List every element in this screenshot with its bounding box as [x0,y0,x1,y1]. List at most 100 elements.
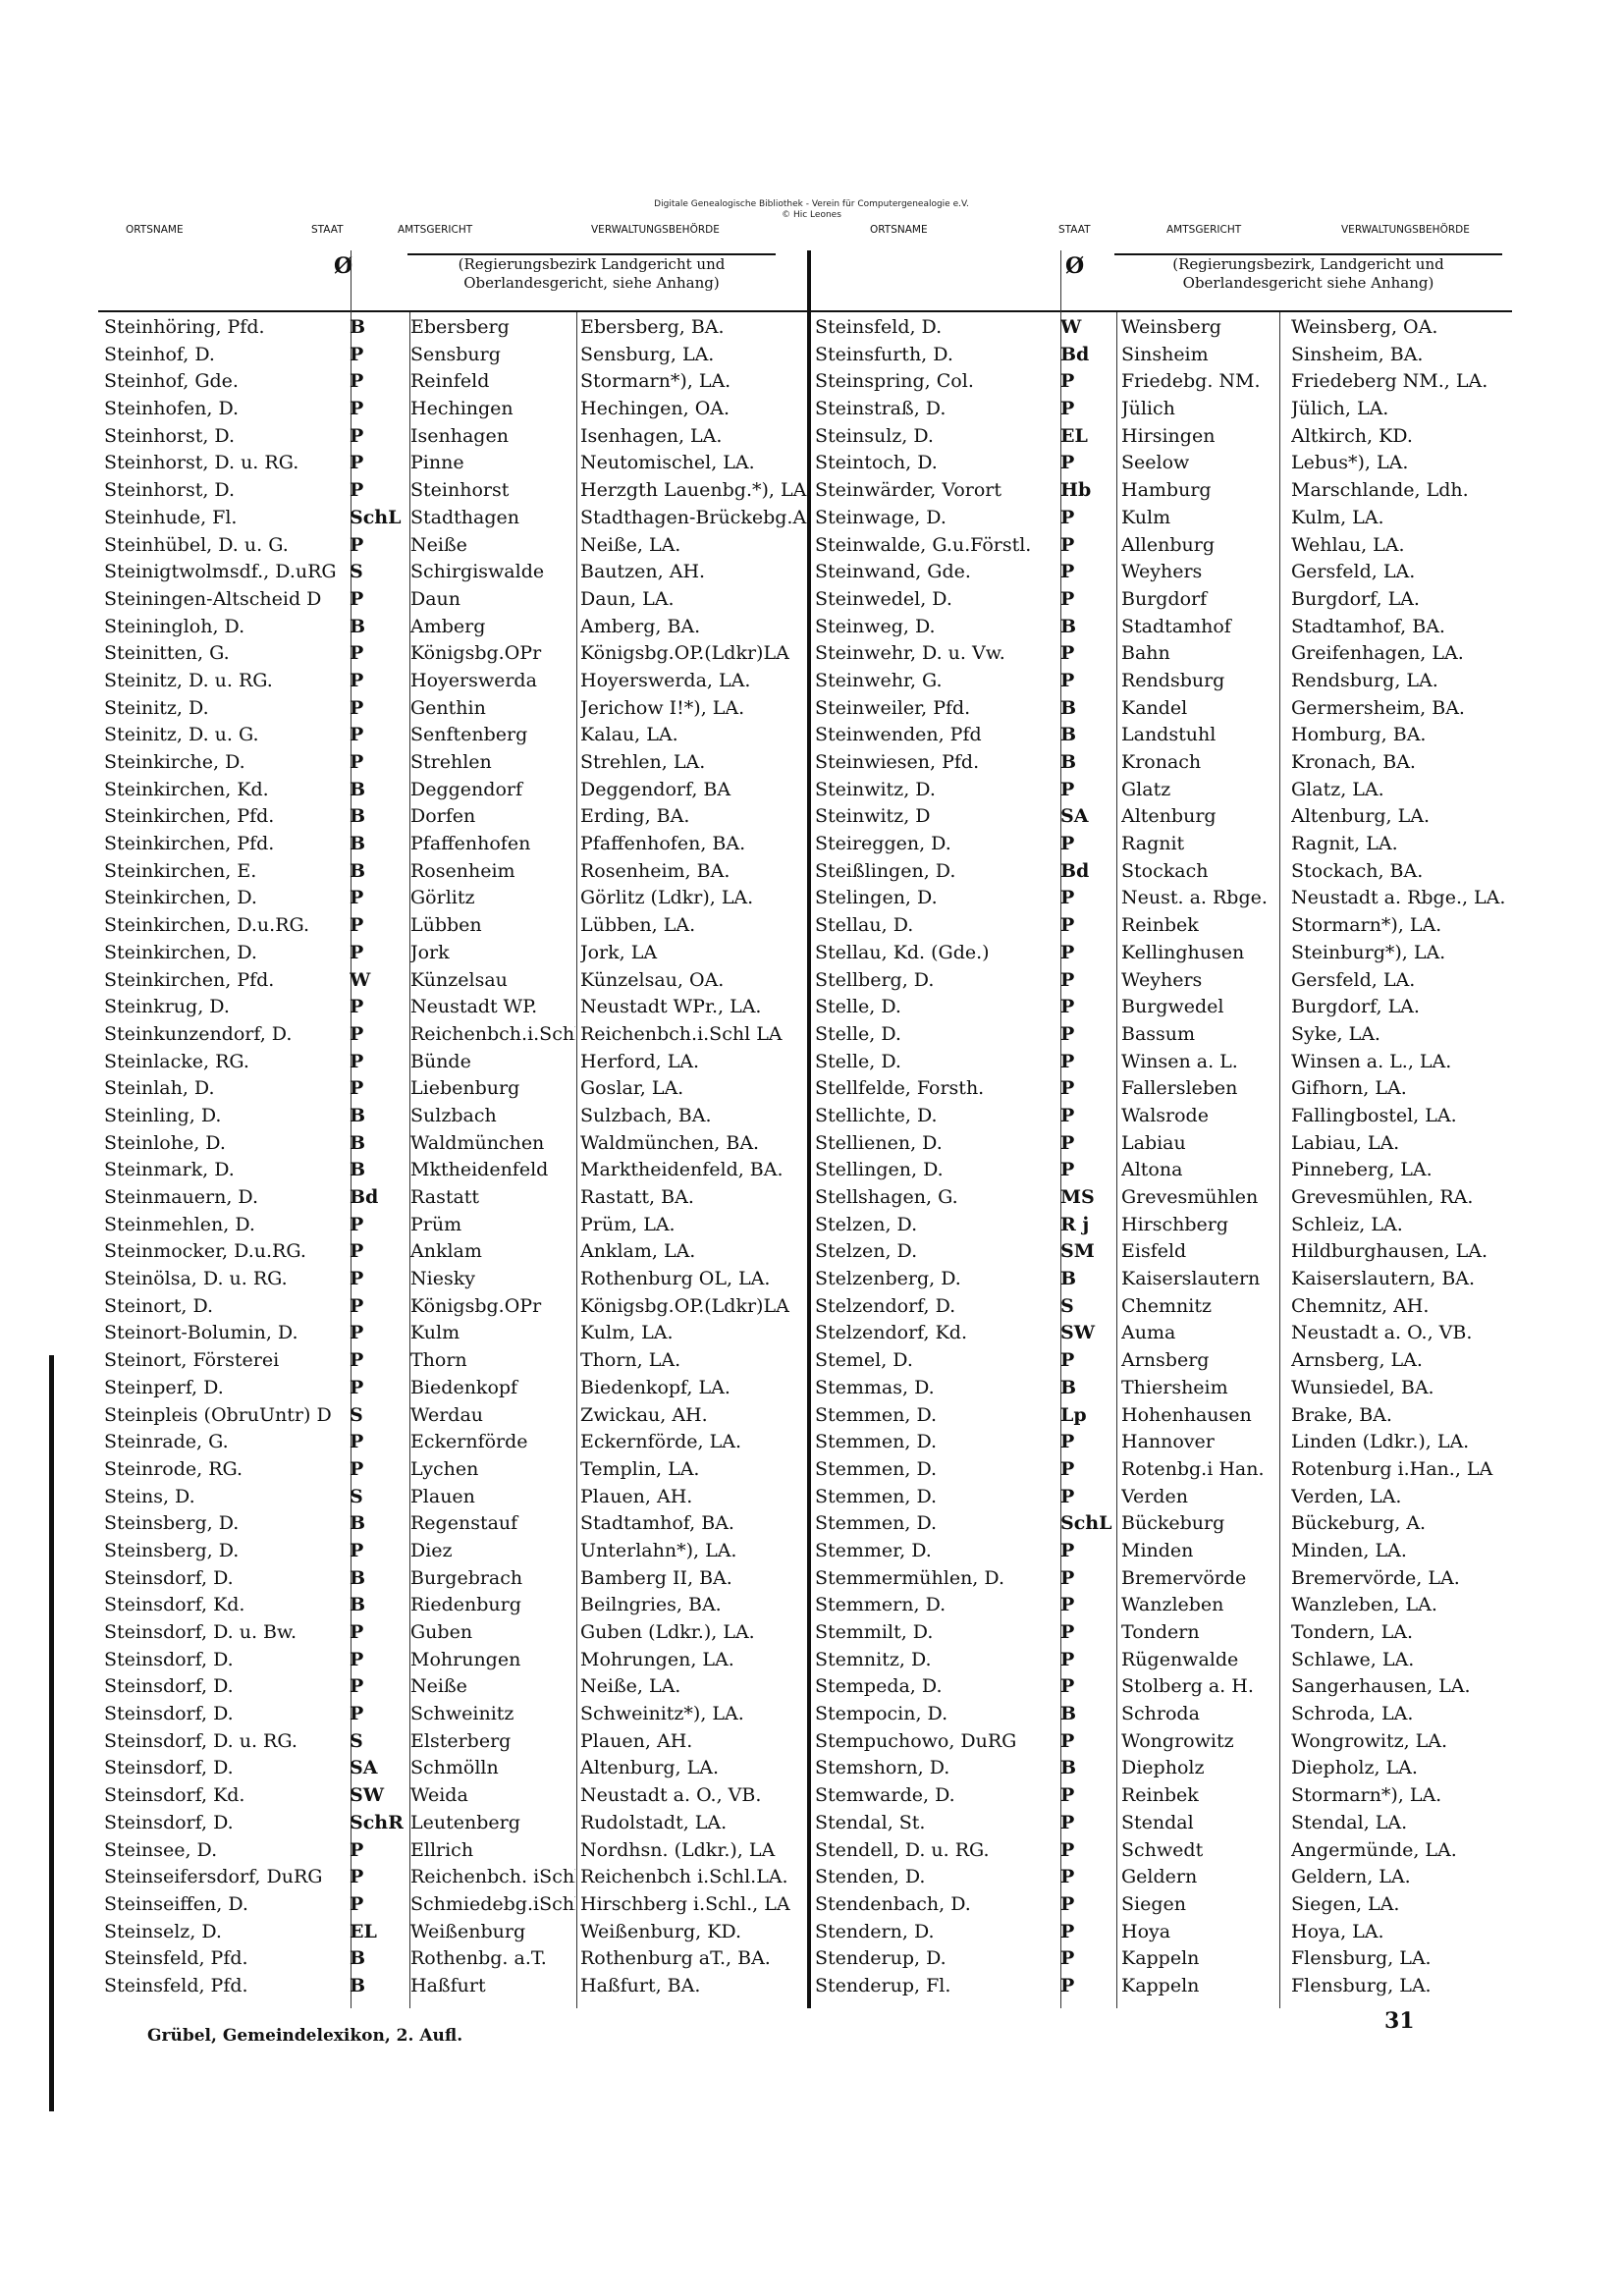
ortsname-cell: Stelzen, D. [815,1213,918,1235]
ortsname-cell: Stemnitz, D. [815,1648,932,1670]
verwaltungsbehoerde-cell: Reichenbch i.Schl.LA. [580,1866,788,1888]
verwaltungsbehoerde-cell: Schlawe, LA. [1291,1648,1415,1670]
verwaltungsbehoerde-cell: Bückeburg, A. [1291,1512,1427,1535]
amtsgericht-cell: Hoyerswerda [410,669,537,691]
staat-symbol-right: Ø [1065,253,1085,279]
staat-cell: P [1060,1947,1075,1970]
verwaltungsbehoerde-cell: Strehlen, LA. [580,751,706,773]
staat-cell: Lp [1060,1403,1087,1426]
verwaltungsbehoerde-cell: Hechingen, OA. [580,398,730,420]
verwaltungsbehoerde-cell: Altkirch, KD. [1291,424,1413,447]
amtsgericht-cell: Thorn [410,1349,467,1372]
staat-cell: B [350,1566,366,1589]
verwaltungsbehoerde-cell: Künzelsau, OA. [580,968,725,991]
verwaltungsbehoerde-cell: Neustadt WPr., LA. [580,996,762,1018]
amtsgericht-cell: Riedenburg [410,1594,521,1616]
amtsgericht-cell: Seelow [1121,452,1190,474]
staat-cell: R j [1060,1213,1090,1235]
verwaltungsbehoerde-cell: Neiße, LA. [580,533,681,556]
verwaltungsbehoerde-cell: Verden, LA. [1291,1485,1402,1507]
ortsname-cell: Steinselz, D. [104,1920,222,1942]
staat-cell: P [350,1457,364,1480]
verwaltungsbehoerde-cell: Bamberg II, BA. [580,1566,732,1589]
staat-cell: EL [350,1920,377,1942]
verwaltungsbehoerde-cell: Sinsheim, BA. [1291,343,1424,365]
ortsname-cell: Steinwand, Gde. [815,561,971,583]
staat-cell: P [1060,778,1075,800]
verwaltungsbehoerde-cell: Pinneberg, LA. [1291,1159,1433,1181]
ortsname-cell: Steinhorst, D. [104,424,236,447]
verwaltungsbehoerde-cell: Isenhagen, LA. [580,424,723,447]
amtsgericht-cell: Rosenheim [410,859,515,882]
amtsgericht-cell: Haßfurt [410,1974,486,1996]
amtsgericht-cell: Reichenbch. iSchl. [410,1866,575,1888]
staat-cell: S [350,1403,363,1426]
verwaltungsbehoerde-cell: Pfaffenhofen, BA. [580,833,746,855]
verwaltungsbehoerde-cell: Chemnitz, AH. [1291,1294,1430,1317]
ortsname-cell: Stelle, D. [815,1050,901,1072]
ortsname-cell: Steinkirchen, E. [104,859,257,882]
staat-cell: W [1060,316,1082,338]
ortsname-cell: Steinkirchen, Pfd. [104,805,275,828]
staat-cell: S [1060,1294,1074,1317]
amtsgericht-cell: Bahn [1121,642,1170,665]
staat-cell: P [350,1322,364,1344]
subheader-right: (Regierungsbezirk, Landgericht und Oberl… [1114,253,1502,308]
page-number: 31 [1384,2008,1415,2034]
verwaltungsbehoerde-cell: Diepholz, LA. [1291,1757,1418,1779]
staat-cell: P [350,887,364,909]
staat-cell: P [1060,506,1075,528]
verwaltungsbehoerde-cell: Homburg, BA. [1291,724,1427,746]
verwaltungsbehoerde-cell: Jork, LA [580,941,658,963]
staat-cell: P [1060,1104,1075,1126]
amtsgericht-cell: Schweinitz [410,1703,514,1725]
amtsgericht-cell: Sinsheim [1121,343,1209,365]
amtsgericht-cell: Daun [410,587,461,610]
verwaltungsbehoerde-cell: Rothenburg aT., BA. [580,1947,771,1970]
staat-cell: B [1060,1268,1077,1290]
ortsname-cell: Stelle, D. [815,1022,901,1045]
divider [1279,312,1280,2008]
amtsgericht-cell: Reinfeld [410,370,490,393]
verwaltungsbehoerde-cell: Labiau, LA. [1291,1131,1400,1154]
staat-cell: S [350,561,363,583]
verwaltungsbehoerde-cell: Weinsberg, OA. [1291,316,1438,338]
ortsname-cell: Stemmen, D. [815,1403,938,1426]
verwaltungsbehoerde-cell: Neustadt a. O., VB. [1291,1322,1473,1344]
verwaltungsbehoerde-cell: Königsbg.OP.(Ldkr)LA [580,1294,789,1317]
ortsname-cell: Steinhude, Fl. [104,506,238,528]
staat-cell: B [350,316,366,338]
ortsname-cell: Steinsberg, D. [104,1539,240,1561]
staat-cell: P [350,1675,364,1698]
header-amtsgericht-left: AMTSGERICHT [398,224,473,236]
staat-cell: B [1060,1703,1077,1725]
amtsgericht-cell: Weinsberg [1121,316,1221,338]
staat-cell: P [350,1539,364,1561]
ortsname-cell: Steinhof, Gde. [104,370,239,393]
verwaltungsbehoerde-cell: Glatz, LA. [1291,778,1384,800]
ortsname-cell: Steinsee, D. [104,1838,218,1861]
amtsgericht-cell: Mohrungen [410,1648,521,1670]
verwaltungsbehoerde-cell: Marktheidenfeld, BA. [580,1159,784,1181]
staat-cell: P [1060,941,1075,963]
amtsgericht-cell: Anklam [410,1240,482,1263]
verwaltungsbehoerde-cell: Jerichow I!*), LA. [580,696,745,719]
ortsname-cell: Steiningloh, D. [104,615,245,637]
verwaltungsbehoerde-cell: Linden (Ldkr.), LA. [1291,1431,1470,1453]
verwaltungsbehoerde-cell: Tondern, LA. [1291,1621,1414,1643]
ortsname-cell: Stemshorn, D. [815,1757,950,1779]
staat-cell: P [350,724,364,746]
ortsname-cell: Steinweiler, Pfd. [815,696,971,719]
staat-cell: P [350,1077,364,1100]
ortsname-cell: Steinsulz, D. [815,424,934,447]
amtsgericht-cell: Hannover [1121,1431,1215,1453]
amtsgericht-cell: Prüm [410,1213,462,1235]
verwaltungsbehoerde-cell: Prüm, LA. [580,1213,676,1235]
staat-cell: P [350,1866,364,1888]
amtsgericht-cell: Schmiedebg.iSchl [410,1892,575,1915]
amtsgericht-cell: Rügenwalde [1121,1648,1239,1670]
verwaltungsbehoerde-cell: Flensburg, LA. [1291,1974,1432,1996]
ortsname-cell: Steinort, D. [104,1294,214,1317]
verwaltungsbehoerde-cell: Waldmünchen, BA. [580,1131,760,1154]
ortsname-cell: Steinsdorf, Kd. [104,1594,245,1616]
